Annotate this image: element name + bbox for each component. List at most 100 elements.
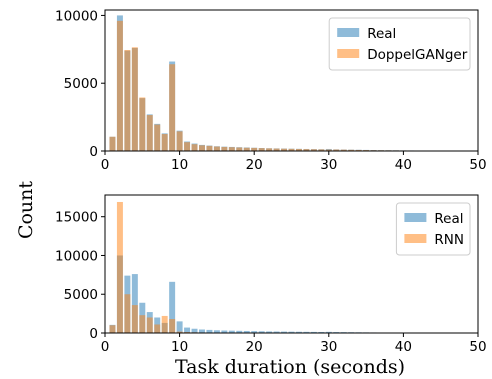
bar-doppelganger-9 [169,64,176,151]
legend: Real DoppelGANger [328,17,471,71]
bar-doppelganger-16 [221,146,228,151]
bar-doppelganger-27 [303,149,310,151]
bar-rnn-5 [139,315,146,333]
x-tick-label: 10 [171,339,188,355]
top-histogram-panel: 0 10 20 30 40 50 0 5000 10000 Real DoppelGANger [55,8,487,173]
legend-label-real: Real [434,211,463,227]
bar-real-18 [236,330,243,333]
x-tick-label: 40 [395,157,412,173]
x-tick-label: 30 [320,339,337,355]
x-tick-label: 0 [101,339,110,355]
bar-real-24 [281,331,288,333]
bar-rnn-9 [169,319,176,333]
bar-doppelganger-6 [146,115,153,151]
bar-doppelganger-12 [191,144,198,151]
bar-doppelganger-18 [236,147,243,151]
bar-doppelganger-13 [199,145,205,151]
bar-rnn-10 [176,331,183,333]
bar-real-28 [310,331,317,333]
bar-real-23 [273,331,280,333]
bar-doppelganger-19 [243,147,250,151]
legend-label-doppelganger: DoppelGANger [367,47,468,63]
bar-real-27 [303,331,310,333]
bar-rnn-4 [131,305,138,333]
bottom-histogram-panel: 0 10 20 30 40 50 0 5000 10000 15000 Real RNN [55,194,487,355]
bar-real-10 [176,321,183,333]
bar-doppelganger-14 [206,145,213,151]
legend-label-rnn: RNN [434,232,464,248]
x-tick-label: 20 [246,157,263,173]
bar-doppelganger-24 [281,148,288,151]
bar-real-29 [318,331,325,333]
bar-doppelganger-32 [340,149,347,151]
bar-real-20 [251,331,258,333]
bar-rnn-1 [109,325,116,333]
bar-doppelganger-22 [266,148,273,151]
bar-real-16 [221,330,228,333]
bar-rnn-7 [154,324,161,333]
legend-swatch-rnn [404,234,427,243]
x-tick-label: 50 [469,339,486,355]
series-rnn-bars [109,201,474,333]
bar-real-22 [266,331,273,333]
bar-doppelganger-20 [251,147,258,151]
bar-doppelganger-29 [318,149,325,151]
bar-doppelganger-30 [325,149,332,151]
legend: Real RNN [395,202,471,256]
bar-doppelganger-10 [176,131,183,151]
bar-real-30 [325,331,332,333]
bar-real-12 [191,328,198,333]
x-axis-label: Task duration (seconds) [175,356,405,378]
bar-real-19 [243,330,250,333]
bar-doppelganger-28 [310,149,317,151]
bar-doppelganger-23 [273,148,280,151]
bar-doppelganger-34 [355,149,362,151]
legend-swatch-doppelganger [337,49,360,58]
legend-label-real: Real [367,26,396,42]
axes-frame [104,9,479,152]
series-doppelganger-bars [109,20,474,151]
bar-real-15 [213,330,220,333]
bar-doppelganger-26 [295,148,302,151]
bar-doppelganger-33 [348,149,355,151]
bar-rnn-2 [116,201,123,333]
bar-real-25 [288,331,295,333]
x-tick-label: 10 [171,157,188,173]
x-tick-label: 20 [246,339,263,355]
bar-doppelganger-1 [109,136,116,151]
y-tick-label: 10000 [55,8,98,24]
bar-rnn-3 [124,294,131,333]
x-tick-label: 0 [101,157,110,173]
bar-doppelganger-7 [154,124,161,151]
bar-real-9 [169,281,176,333]
axes-frame [104,194,479,334]
x-tick-label: 50 [469,157,486,173]
legend-box [328,17,471,71]
bar-doppelganger-17 [228,147,235,151]
x-tick-label: 30 [320,157,337,173]
bar-doppelganger-11 [184,142,191,151]
y-tick-label: 10000 [55,248,98,264]
bar-doppelganger-25 [288,148,295,151]
y-tick-label: 0 [89,144,98,160]
bar-doppelganger-5 [139,97,146,151]
x-tick-label: 40 [395,339,412,355]
y-tick-label: 5000 [64,287,98,303]
bar-doppelganger-4 [131,47,138,151]
bar-doppelganger-15 [213,146,220,151]
bar-real-11 [184,327,191,333]
bar-real-21 [258,331,265,333]
legend-swatch-real [404,213,427,222]
bar-rnn-8 [161,315,168,333]
bar-doppelganger-2 [116,20,123,151]
bar-real-26 [295,331,302,333]
bar-doppelganger-21 [258,148,265,151]
y-axis-label: Count [15,181,37,239]
y-tick-label: 0 [89,326,98,342]
bar-doppelganger-31 [333,149,340,151]
bar-doppelganger-8 [161,134,168,151]
bar-real-14 [206,329,213,333]
bar-real-13 [199,329,205,333]
legend-swatch-real [337,28,360,37]
